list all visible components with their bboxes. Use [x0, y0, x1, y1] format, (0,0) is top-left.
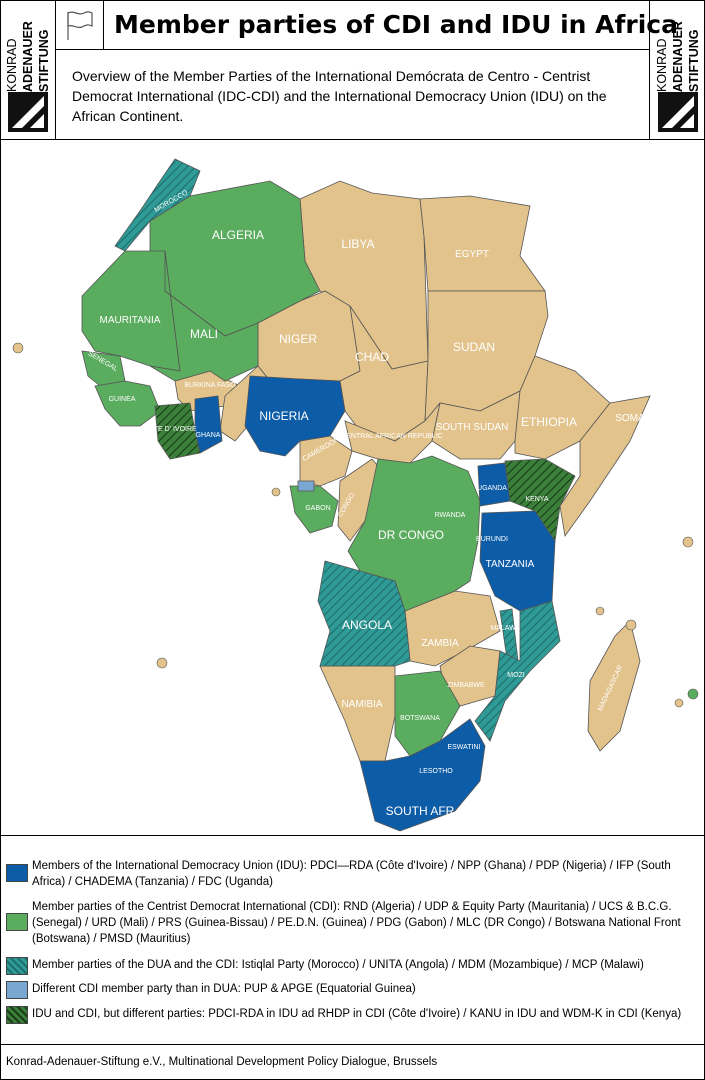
label-cote: COTE D' IVOIRE	[143, 426, 197, 433]
dua-cdi-countries	[114, 158, 561, 742]
legend-swatch-dua-cdi	[6, 957, 28, 975]
legend-swatch-idu	[6, 864, 28, 882]
svg-text:STIFTUNG: STIFTUNG	[687, 30, 701, 93]
label-ethiopia: ETHIOPIA	[521, 415, 577, 429]
label-guinea: GUINEA	[109, 396, 136, 403]
kas-logo-mark	[658, 92, 698, 132]
svg-text:KONRAD: KONRAD	[5, 39, 19, 92]
label-algeria: ALGERIA	[212, 228, 264, 242]
label-namibia: NAMIBIA	[341, 699, 382, 710]
label-nigeria: NIGERIA	[259, 409, 308, 423]
kas-logo-text: KONRAD ADENAUER STIFTUNG	[655, 21, 701, 93]
country-ghana	[194, 395, 223, 454]
country-somalia	[559, 395, 651, 538]
map-legend: Members of the International Democracy U…	[0, 835, 705, 1045]
label-sudan: SUDAN	[453, 340, 495, 354]
country-egypt	[419, 195, 546, 292]
africa-map: MOROCCO ALGERIA LIBYA EGYPT MAURITANIA M…	[0, 141, 705, 835]
label-burkina: BURKINA FASO	[184, 382, 236, 389]
non-member-countries	[174, 180, 651, 762]
title-box: Member parties of CDI and IDU in Africa	[104, 0, 678, 50]
label-zimbabwe: ZIMBABWE	[447, 682, 485, 689]
label-mozambique: MOZI	[507, 672, 525, 679]
country-zambia	[404, 590, 501, 667]
country-morocco	[114, 158, 201, 252]
label-tanzania: TANZANIA	[486, 559, 535, 570]
label-drc: DR CONGO	[378, 528, 444, 542]
svg-text:STIFTUNG: STIFTUNG	[37, 30, 51, 93]
label-gabon: GABON	[305, 505, 330, 512]
kas-logo-mark	[8, 92, 48, 132]
label-botswana: BOTSWANA	[400, 715, 440, 722]
label-somalia: SOMA	[615, 413, 645, 424]
kas-logo-right: KONRAD ADENAUER STIFTUNG	[649, 0, 705, 140]
legend-text-idu-cdi-different: IDU and CDI, but different parties: PDCI…	[32, 1008, 682, 1020]
label-south-sudan: SOUTH SUDAN	[436, 422, 509, 433]
cdi-member-countries	[81, 180, 481, 757]
legend-text-idu: Members of the International Democracy U…	[32, 860, 671, 888]
country-cote-divoire	[154, 402, 201, 460]
label-car: CENTRAL AFRICAN REPUBLIC	[341, 433, 443, 440]
legend-swatch-cdi	[6, 913, 28, 931]
page-subtitle: Overview of the Member Parties of the In…	[72, 68, 607, 124]
country-drc	[347, 455, 481, 612]
idu-member-countries	[194, 375, 556, 832]
country-angola	[317, 560, 411, 667]
country-south-africa	[359, 718, 486, 832]
label-egypt: EGYPT	[455, 249, 489, 260]
country-mozambique	[474, 600, 561, 742]
label-mali: MALI	[190, 327, 218, 341]
country-nigeria	[244, 375, 346, 457]
svg-text:ADENAUER: ADENAUER	[21, 21, 35, 92]
label-zambia: ZAMBIA	[421, 638, 459, 649]
legend-text-other-cdi: Different CDI member party than in DUA: …	[32, 983, 416, 995]
country-guinea	[94, 380, 161, 427]
flag-icon	[56, 0, 104, 50]
country-kenya	[504, 458, 576, 543]
country-equatorial-guinea	[297, 480, 315, 492]
label-chad: CHAD	[355, 350, 389, 364]
label-eswatini: ESWATINI	[447, 744, 480, 751]
country-namibia	[319, 665, 396, 762]
svg-text:KONRAD: KONRAD	[655, 39, 669, 92]
label-ghana: GHANA	[196, 432, 221, 439]
label-south-africa: SOUTH AFR	[386, 804, 455, 818]
footer-credit: Konrad-Adenauer-Stiftung e.V., Multinati…	[6, 1056, 438, 1068]
label-niger: NIGER	[279, 332, 317, 346]
label-angola: ANGOLA	[342, 618, 392, 632]
africa-map-svg: MOROCCO ALGERIA LIBYA EGYPT MAURITANIA M…	[12, 158, 699, 832]
label-burundi: BURUNDI	[476, 536, 508, 543]
label-libya: LIBYA	[341, 237, 374, 251]
label-kenya: KENYA	[525, 496, 549, 503]
legend-text-dua-cdi: Member parties of the DUA and the CDI: I…	[32, 959, 644, 971]
legend-swatch-idu-cdi-different	[6, 1006, 28, 1024]
country-mali	[149, 250, 259, 382]
label-mauritania: MAURITANIA	[100, 315, 161, 326]
kas-logo-text: KONRAD ADENAUER STIFTUNG	[5, 21, 51, 93]
svg-text:ADENAUER: ADENAUER	[671, 21, 685, 92]
kas-logo-left: KONRAD ADENAUER STIFTUNG	[0, 0, 56, 140]
idu-cdi-different-countries	[154, 402, 576, 543]
page-title: Member parties of CDI and IDU in Africa	[114, 10, 678, 39]
header: KONRAD ADENAUER STIFTUNG Member parties …	[0, 0, 705, 140]
label-rwanda: RWANDA	[435, 512, 466, 519]
country-south-sudan	[431, 390, 521, 460]
label-uganda: UGANDA	[477, 485, 507, 492]
country-gabon	[289, 485, 339, 534]
islands	[12, 342, 699, 708]
label-malawi: MALAWI	[490, 625, 517, 632]
legend-swatch-other-cdi	[6, 981, 28, 999]
label-lesotho: LESOTHO	[419, 768, 453, 775]
legend-text-cdi: Member parties of the Centrist Democrat …	[32, 901, 681, 945]
